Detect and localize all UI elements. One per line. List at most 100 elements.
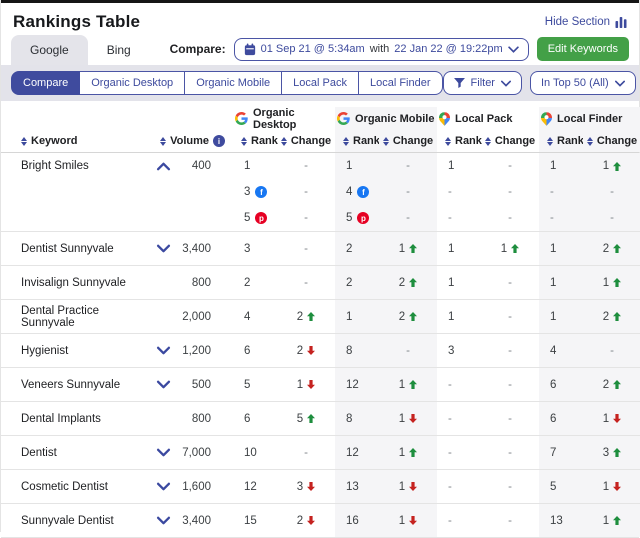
view-tab-organic-desktop[interactable]: Organic Desktop <box>79 71 186 95</box>
sort-icon <box>586 136 593 146</box>
up-arrow-icon <box>307 414 316 423</box>
chevron-down-icon <box>507 45 519 53</box>
lp-rank-cell: - <box>437 368 481 401</box>
view-tab-organic-mobile[interactable]: Organic Mobile <box>184 71 283 95</box>
volume-sort-header[interactable]: Volume i <box>160 130 225 152</box>
volume-value: 3,400 <box>182 514 211 527</box>
top-filter-dropdown[interactable]: In Top 50 (All) <box>529 71 636 95</box>
od-change-cell: - <box>277 232 335 265</box>
expand-toggle[interactable] <box>151 470 175 503</box>
sort-icon <box>241 136 247 146</box>
change-value: - <box>304 160 308 172</box>
lp-rank-cell: - <box>437 402 481 435</box>
change-sort-header-lf[interactable]: Change <box>586 130 637 152</box>
change-value: 1 <box>398 480 406 493</box>
tab-bing[interactable]: Bing <box>106 43 131 57</box>
rank-sort-header-om[interactable]: Rank <box>343 130 380 152</box>
volume-cell: 7,000 <box>175 436 233 469</box>
expand-toggle[interactable] <box>151 334 175 367</box>
page-title: Rankings Table <box>13 12 141 31</box>
change-value: 2 <box>602 378 610 391</box>
rank-value: 10 <box>244 446 257 459</box>
view-tab-compare[interactable]: Compare <box>11 71 81 95</box>
up-arrow-icon <box>613 516 622 525</box>
sort-icon <box>382 136 389 146</box>
filter-dropdown[interactable]: Filter <box>442 71 522 95</box>
rank-sort-header-od[interactable]: Rank <box>241 130 278 152</box>
expand-toggle[interactable] <box>151 368 175 401</box>
rank-value: - <box>448 480 452 493</box>
keyword-label: Invisalign Sunnyvale <box>21 276 126 289</box>
view-tab-local-pack[interactable]: Local Pack <box>281 71 359 95</box>
change-value: 1 <box>398 412 406 425</box>
compare-label: Compare: <box>169 42 226 56</box>
change-sort-header-lp[interactable]: Change <box>484 130 535 152</box>
sort-icon <box>547 136 553 146</box>
group-label: Organic Desktop <box>253 106 297 131</box>
sort-icon <box>280 136 287 146</box>
rank-value: 1 <box>244 160 251 172</box>
google-icon <box>235 112 248 125</box>
expand-toggle[interactable] <box>151 153 175 231</box>
volume-info-icon[interactable]: i <box>213 135 225 147</box>
group-header-local-finder: Local Finder <box>539 107 640 130</box>
up-arrow-icon <box>613 448 622 457</box>
lp-rank-cell: - <box>437 436 481 469</box>
change-value: 1 <box>602 160 610 172</box>
chevron-down-icon <box>614 80 625 87</box>
rank-value: 3 <box>448 344 455 357</box>
expand-toggle[interactable] <box>151 504 175 537</box>
change-value: - <box>610 186 614 198</box>
date-range-dropdown[interactable]: 01 Sep 21 @ 5:34am with 22 Jan 22 @ 19:2… <box>233 37 529 61</box>
group-header-local-pack: Local Pack <box>437 107 539 130</box>
down-arrow-icon <box>409 414 418 423</box>
volume-value: 400 <box>191 160 211 172</box>
change-value: - <box>304 276 308 289</box>
google-icon <box>337 112 350 125</box>
view-toolbar: Compare Organic Desktop Organic Mobile Loca… <box>1 65 639 101</box>
volume-value: 800 <box>191 276 211 289</box>
sort-icon <box>21 136 27 146</box>
filter-label: Filter <box>470 77 495 89</box>
hide-section-link[interactable]: Hide Section <box>545 16 627 28</box>
om-change-cell: - - - <box>379 153 437 231</box>
om-rank-cell: 2 <box>335 232 379 265</box>
change-sort-header-od[interactable]: Change <box>280 130 332 152</box>
tab-google[interactable]: Google <box>11 35 88 65</box>
top-filter-label: In Top 50 (All) <box>540 77 609 89</box>
expand-toggle[interactable] <box>151 232 175 265</box>
down-arrow-icon <box>409 482 418 491</box>
group-header-spacer <box>11 107 233 130</box>
rank-sort-header-lp[interactable]: Rank <box>445 130 482 152</box>
od-change-cell: - <box>277 436 335 469</box>
rank-sort-header-lf[interactable]: Rank <box>547 130 584 152</box>
om-change-cell: 1 <box>379 402 437 435</box>
keyword-sort-header[interactable]: Keyword <box>21 130 151 152</box>
keyword-label: Sunnyvale Dentist <box>21 514 114 527</box>
edit-keywords-button[interactable]: Edit Keywords <box>536 37 629 61</box>
change-sort-header-om[interactable]: Change <box>382 130 433 152</box>
keyword-label: Veneers Sunnyvale <box>21 378 121 391</box>
keyword-label: Dental Practice Sunnyvale <box>21 304 99 329</box>
up-arrow-icon <box>613 278 622 287</box>
expand-toggle <box>151 300 175 333</box>
om-change-cell: 1 <box>379 436 437 469</box>
expand-toggle[interactable] <box>151 436 175 469</box>
om-change-cell: 1 <box>379 232 437 265</box>
lp-change-cell: - <box>481 436 539 469</box>
map-pin-icon <box>541 111 552 126</box>
rank-value: - <box>448 446 452 459</box>
table-row-dental-implants: Dental Implants 800 6 5 8 1 - - 6 1 <box>1 402 640 436</box>
keyword-label: Hygienist <box>21 344 69 357</box>
rank-value: 5 <box>244 212 251 224</box>
rank-value: 8 <box>346 344 353 357</box>
om-rank-cell: 8 <box>335 334 379 367</box>
tabs-and-compare-row: Google Bing Compare: 01 Sep 21 @ 5:34am … <box>1 35 639 65</box>
rank-value: 2 <box>346 242 353 255</box>
rank-value: 2 <box>244 276 251 289</box>
od-change-cell: 2 <box>277 504 335 537</box>
column-label: Change <box>290 135 332 147</box>
change-value: 5 <box>296 412 304 425</box>
view-tab-local-finder[interactable]: Local Finder <box>357 71 443 95</box>
om-change-cell: 1 <box>379 368 437 401</box>
